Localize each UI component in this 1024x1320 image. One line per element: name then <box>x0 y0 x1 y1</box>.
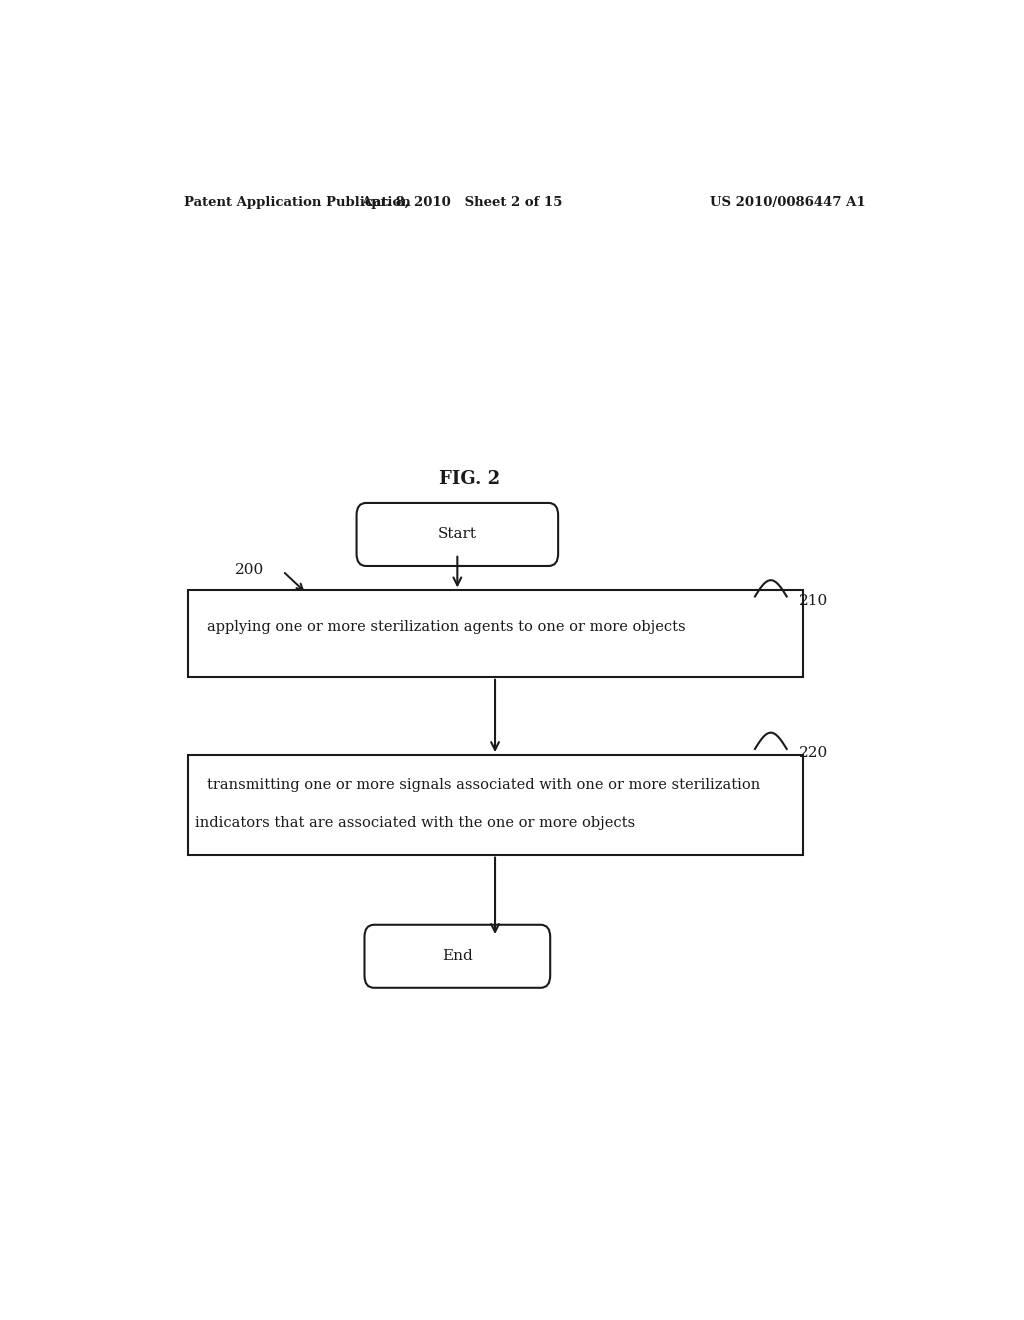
FancyBboxPatch shape <box>365 925 550 987</box>
Text: applying one or more sterilization agents to one or more objects: applying one or more sterilization agent… <box>207 619 686 634</box>
Text: FIG. 2: FIG. 2 <box>438 470 500 487</box>
Text: indicators that are associated with the one or more objects: indicators that are associated with the … <box>196 816 636 830</box>
FancyBboxPatch shape <box>187 755 803 854</box>
FancyBboxPatch shape <box>356 503 558 566</box>
Text: US 2010/0086447 A1: US 2010/0086447 A1 <box>711 195 866 209</box>
Text: 210: 210 <box>799 594 827 607</box>
Text: Start: Start <box>438 528 477 541</box>
Text: 200: 200 <box>236 564 264 577</box>
FancyBboxPatch shape <box>187 590 803 677</box>
Text: 220: 220 <box>799 746 827 760</box>
Text: Apr. 8, 2010   Sheet 2 of 15: Apr. 8, 2010 Sheet 2 of 15 <box>360 195 562 209</box>
Text: Patent Application Publication: Patent Application Publication <box>183 195 411 209</box>
Text: End: End <box>442 949 473 964</box>
Text: transmitting one or more signals associated with one or more sterilization: transmitting one or more signals associa… <box>207 777 761 792</box>
